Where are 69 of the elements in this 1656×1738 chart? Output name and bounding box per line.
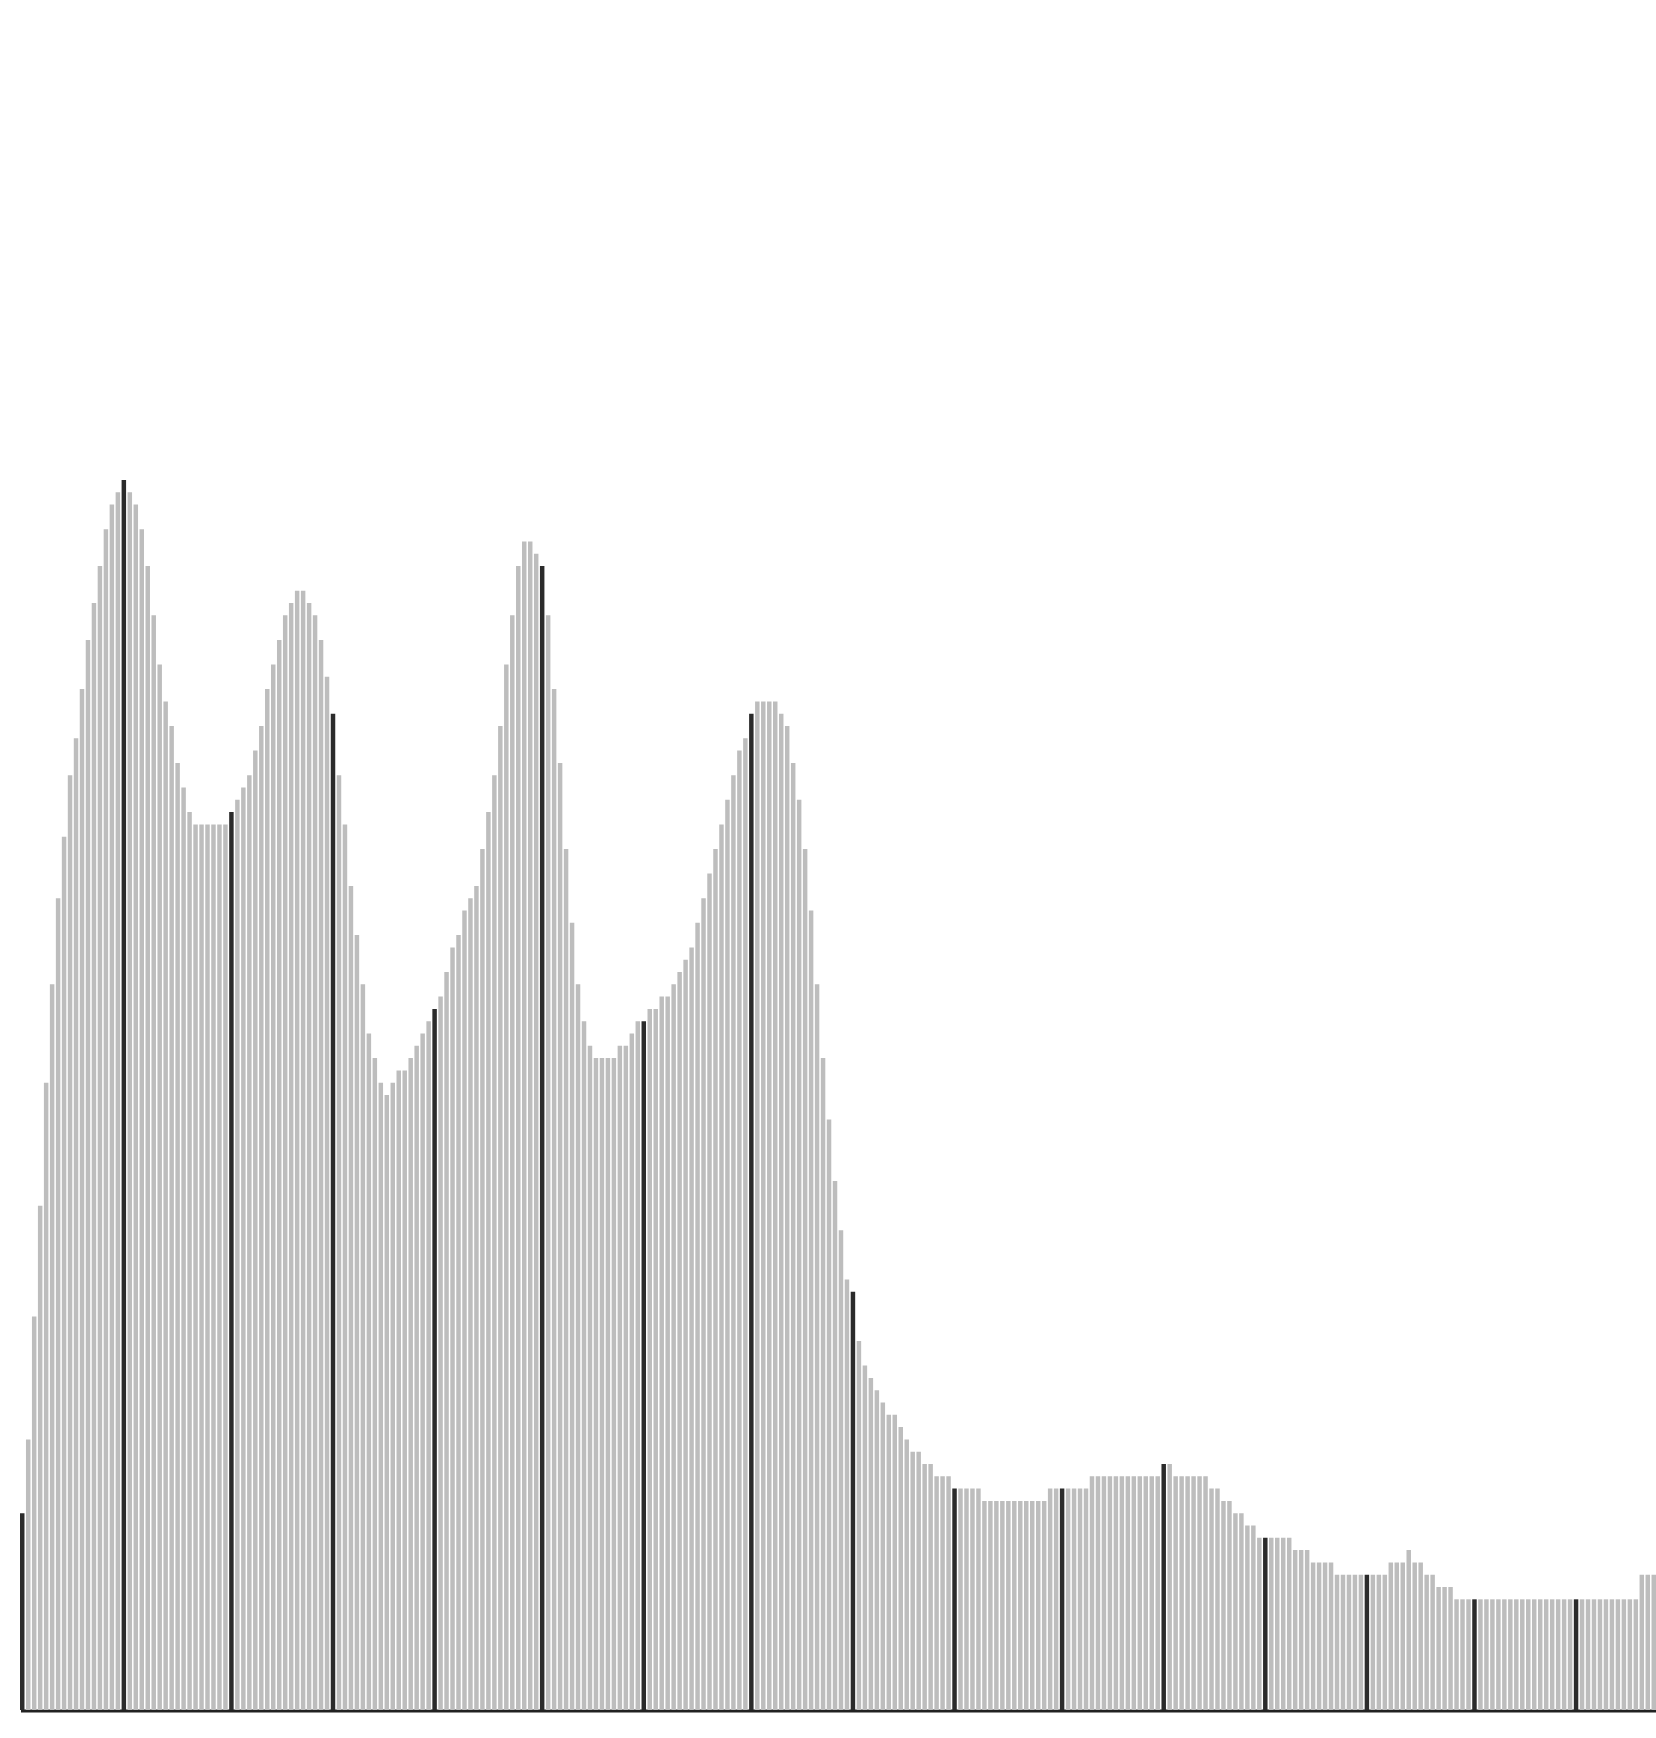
- bar: [199, 824, 204, 1710]
- bar: [223, 824, 228, 1710]
- bar: [916, 1451, 921, 1710]
- bar: [1197, 1476, 1202, 1710]
- bar: [988, 1500, 993, 1710]
- bar: [1227, 1500, 1232, 1710]
- bar: [1591, 1599, 1597, 1710]
- bar: [1418, 1562, 1423, 1710]
- bar: [1627, 1599, 1633, 1710]
- bar: [1609, 1599, 1615, 1710]
- bar: [1490, 1599, 1495, 1710]
- bar: [964, 1488, 969, 1710]
- bar: [743, 738, 748, 1710]
- bar: [1555, 1599, 1561, 1710]
- bar: [1579, 1599, 1585, 1710]
- bar: [1549, 1599, 1555, 1710]
- bar: [976, 1488, 981, 1710]
- bar: [217, 824, 222, 1710]
- bar: [1514, 1599, 1519, 1710]
- bar: [1430, 1574, 1435, 1710]
- bar: [940, 1476, 945, 1710]
- bar: [1531, 1599, 1537, 1710]
- bar: [1155, 1476, 1160, 1710]
- bar: [761, 701, 766, 1710]
- bar: [1502, 1599, 1507, 1710]
- bar: [1185, 1476, 1190, 1710]
- bar: [928, 1464, 933, 1710]
- bar: [1269, 1537, 1274, 1710]
- bar: [659, 996, 664, 1710]
- bar: [1520, 1599, 1525, 1710]
- bar: [1167, 1464, 1172, 1710]
- bar: [1460, 1599, 1465, 1710]
- bar: [1466, 1599, 1471, 1710]
- bar: [205, 824, 210, 1710]
- bar: [1179, 1476, 1184, 1710]
- bar: [958, 1488, 963, 1710]
- bar: [1537, 1599, 1543, 1710]
- bar: [755, 701, 760, 1710]
- bar: [1484, 1599, 1489, 1710]
- bar: [946, 1476, 951, 1710]
- bar: [1597, 1599, 1603, 1710]
- bar: [1018, 1500, 1023, 1710]
- bar: [1191, 1476, 1196, 1710]
- bar: [994, 1500, 999, 1710]
- bar: [1442, 1587, 1447, 1710]
- bar: [1251, 1525, 1256, 1710]
- bar: [1585, 1599, 1591, 1710]
- bar: [1239, 1513, 1244, 1710]
- bar: [1012, 1500, 1017, 1710]
- bar: [1000, 1500, 1005, 1710]
- bar: [1203, 1476, 1208, 1710]
- bar: [1543, 1599, 1549, 1710]
- bar: [1508, 1599, 1513, 1710]
- bar: [970, 1488, 975, 1710]
- bar: [1561, 1599, 1567, 1710]
- bar: [1006, 1500, 1011, 1710]
- bar: [1496, 1599, 1501, 1710]
- bar: [767, 701, 772, 1710]
- bar: [1567, 1599, 1573, 1710]
- bar: [426, 1021, 431, 1710]
- bar: [1621, 1599, 1627, 1710]
- bar: [1406, 1550, 1411, 1710]
- bar: [1615, 1599, 1621, 1710]
- bar: [1215, 1488, 1220, 1710]
- bar: [1526, 1599, 1531, 1710]
- bar: [1603, 1599, 1609, 1710]
- bar: [1448, 1587, 1453, 1710]
- bar: [211, 824, 216, 1710]
- bar: [1478, 1599, 1483, 1710]
